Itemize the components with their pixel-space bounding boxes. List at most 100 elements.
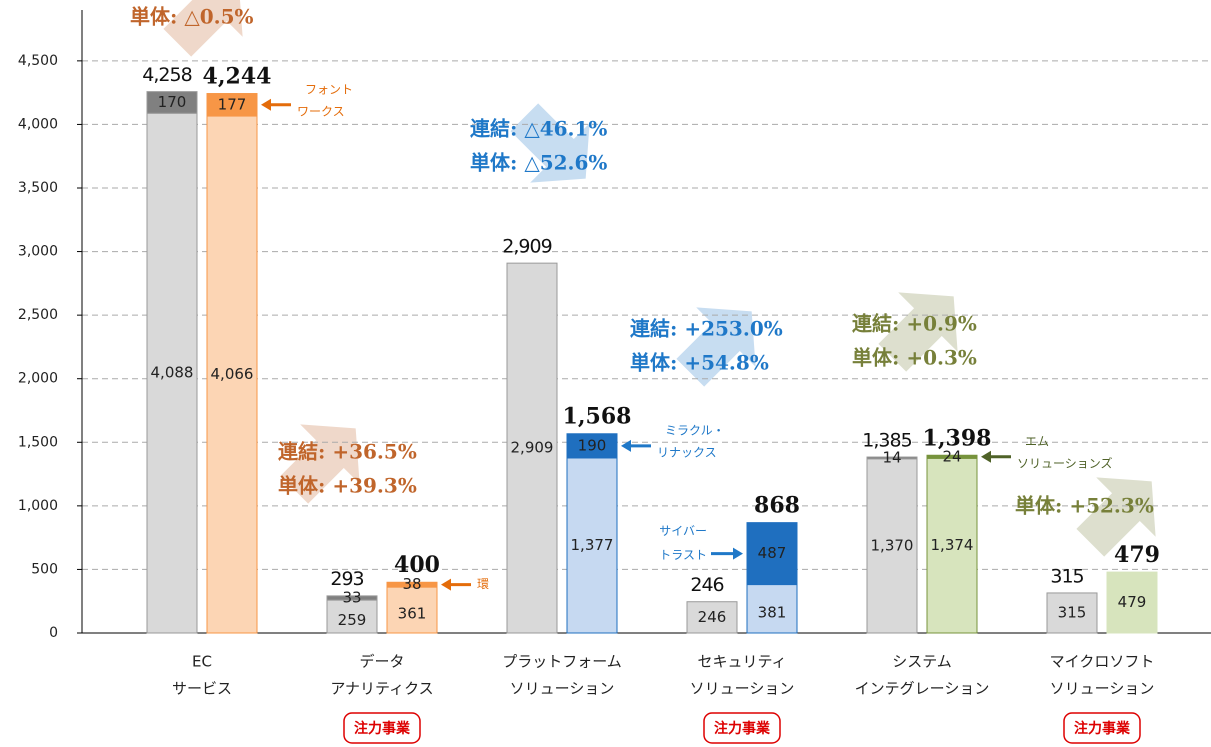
x-tick-label: ソリューション — [510, 680, 615, 698]
note-label: リナックス — [657, 445, 717, 459]
segment-label: 38 — [402, 575, 421, 593]
x-tick-label: システム — [892, 653, 952, 671]
bar-segment — [386, 581, 438, 588]
trend-arrow — [163, 0, 243, 57]
segment-label: 479 — [1118, 593, 1147, 611]
segment-label: 381 — [758, 603, 787, 621]
trend-arrow — [676, 307, 756, 387]
bar-segment — [686, 601, 738, 634]
bar-segment — [326, 599, 378, 634]
y-tick-label: 4,500 — [18, 53, 58, 69]
segment-label: 24 — [942, 447, 961, 465]
segment-label: 361 — [398, 605, 427, 623]
focus-label: 注力事業 — [1074, 720, 1131, 737]
note-label: 環 — [477, 577, 489, 591]
focus-badge — [343, 712, 421, 744]
y-tick-label: 1,000 — [18, 498, 58, 514]
bar-segment — [206, 115, 258, 634]
total-label: 4,244 — [203, 63, 272, 89]
x-tick-label: セキュリティ — [697, 653, 786, 671]
segment-label: 1,374 — [931, 536, 974, 554]
segment-label: 246 — [698, 608, 727, 626]
y-tick-label: 3,000 — [18, 244, 58, 260]
note-label: トラスト — [659, 548, 707, 562]
focus-label: 注力事業 — [714, 720, 771, 737]
segment-label: 33 — [342, 588, 361, 606]
trend-arrow — [510, 103, 590, 183]
total-label: 1,568 — [563, 404, 632, 430]
total-label: 246 — [690, 574, 723, 596]
bar-segment — [506, 262, 558, 634]
total-label: 4,258 — [142, 64, 191, 86]
growth-label: 単体: +52.3% — [1015, 494, 1154, 518]
growth-label: 単体: △0.5% — [130, 5, 254, 29]
bar-segment — [866, 456, 918, 460]
x-tick-label: EC — [192, 653, 212, 671]
y-tick-label: 2,000 — [18, 371, 58, 387]
growth-label: 単体: +0.3% — [852, 346, 977, 370]
trend-arrow — [1076, 477, 1156, 557]
trend-arrow — [280, 424, 360, 504]
bar-segment — [326, 595, 378, 601]
total-label: 1,398 — [923, 425, 992, 451]
growth-label: 連結: +253.0% — [630, 317, 783, 341]
focus-badge — [703, 712, 781, 744]
total-label: 868 — [754, 493, 800, 519]
total-label: 293 — [330, 568, 363, 590]
total-label: 400 — [394, 552, 440, 578]
growth-label: 単体: +39.3% — [278, 474, 417, 498]
bar-segment — [146, 112, 198, 634]
bar-segment — [386, 586, 438, 634]
y-tick-label: 0 — [49, 625, 58, 641]
x-tick-label: マイクロソフト — [1050, 653, 1155, 671]
growth-label: 連結: △46.1% — [470, 117, 607, 141]
segment-label: 4,066 — [211, 365, 254, 383]
note-arrow-head — [621, 439, 631, 452]
x-tick-label: インテグレーション — [855, 680, 990, 698]
x-tick-label: データ — [359, 653, 404, 671]
bar-segment — [1046, 592, 1098, 634]
segment-label: 177 — [218, 95, 247, 113]
segment-label: 14 — [882, 448, 901, 466]
segment-label: 2,909 — [511, 439, 554, 457]
total-label: 315 — [1050, 565, 1083, 587]
segment-label: 259 — [338, 611, 367, 629]
y-tick-label: 2,500 — [18, 307, 58, 323]
segment-label: 1,370 — [871, 536, 914, 554]
segment-label: 487 — [758, 544, 787, 562]
y-tick-label: 500 — [31, 561, 58, 577]
bar-segment — [746, 522, 798, 586]
x-tick-label: サービス — [172, 680, 232, 698]
bar-segment — [1106, 571, 1158, 634]
trend-arrow — [878, 292, 958, 372]
note-arrow-head — [261, 98, 271, 111]
bar-segment — [926, 454, 978, 459]
x-tick-label: プラットフォーム — [502, 653, 622, 671]
bar-segment — [566, 433, 618, 459]
bar-segment — [146, 91, 198, 114]
segment-label: 315 — [1058, 603, 1087, 621]
y-tick-label: 1,500 — [18, 434, 58, 450]
y-tick-label: 3,500 — [18, 180, 58, 196]
note-label: ソリューションズ — [1017, 455, 1113, 470]
note-arrow-head — [441, 578, 451, 591]
focus-badge — [1063, 712, 1141, 744]
note-label: ミラクル・ — [665, 423, 725, 437]
growth-label: 単体: △52.6% — [470, 151, 607, 175]
note-label: ワークス — [297, 104, 345, 118]
note-label: サイバー — [659, 524, 707, 538]
focus-label: 注力事業 — [354, 720, 411, 737]
note-label: エム — [1025, 434, 1049, 448]
growth-label: 連結: +36.5% — [278, 440, 417, 464]
bar-segment — [566, 457, 618, 634]
total-label: 2,909 — [502, 236, 551, 258]
x-tick-label: ソリューション — [1050, 680, 1155, 698]
segment-label: 4,088 — [151, 364, 194, 382]
note-arrow-head — [981, 450, 991, 463]
segment-label: 170 — [158, 93, 187, 111]
note-label: フォント — [305, 82, 353, 96]
segment-label: 1,377 — [571, 536, 614, 554]
bar-segment — [746, 584, 798, 634]
total-label: 1,385 — [862, 429, 911, 451]
